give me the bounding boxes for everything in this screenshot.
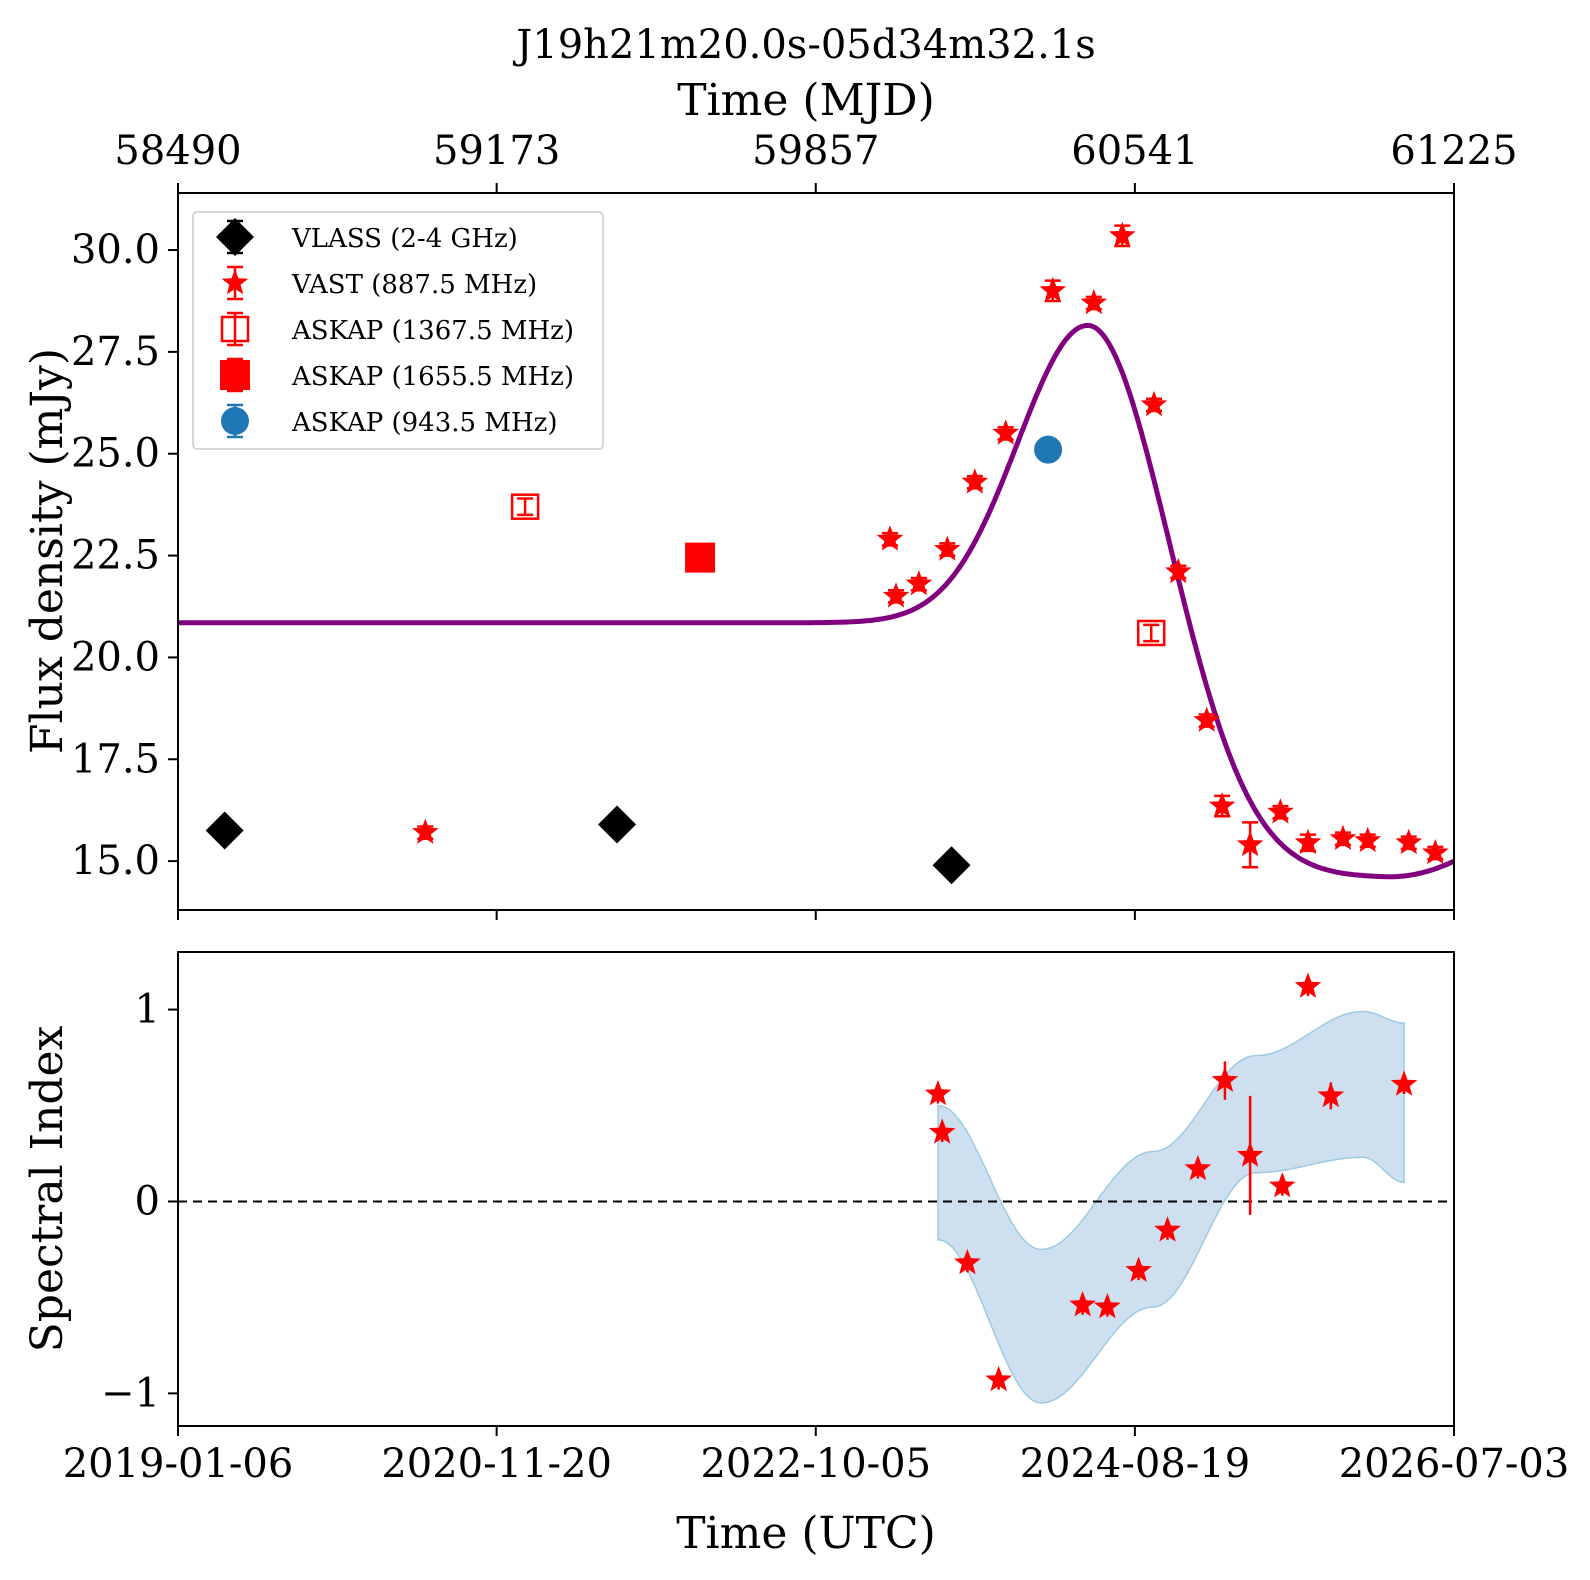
index-point-9 (1211, 1066, 1239, 1092)
flux-tick-label: 22.5 (71, 533, 160, 579)
flux-point-square-open-2-1 (1136, 619, 1166, 647)
legend: VLASS (2-4 GHz) VAST (887.5 MHz) ASKAP (… (192, 211, 604, 450)
flux-point-diamond-0-1 (598, 805, 637, 844)
legend-marker-3 (220, 360, 250, 390)
index-point-1 (928, 1118, 956, 1144)
flux-point-star-1-16 (1294, 828, 1322, 855)
flux-point-star-1-15 (1267, 798, 1294, 824)
spectral-axis-title: Spectral Index (22, 1025, 73, 1352)
index-point-10 (1236, 1141, 1264, 1167)
index-point-12 (1294, 972, 1322, 998)
index-point-14 (1390, 1070, 1418, 1096)
flux-point-star-1-6 (992, 419, 1019, 445)
flux-point-star-1-4 (934, 535, 961, 561)
flux-point-star-1-0 (412, 818, 439, 844)
mjd-tick-label: 59173 (433, 128, 560, 174)
flux-point-star-1-13 (1208, 792, 1236, 818)
spectral-index-points (924, 972, 1418, 1392)
flux-point-star-1-19 (1395, 828, 1423, 855)
flux-point-star-1-7 (1039, 276, 1067, 303)
legend-label-vast: VAST (887.5 MHz) (291, 270, 537, 300)
flux-point-diamond-0-2 (932, 846, 971, 885)
flux-point-star-1-12 (1193, 706, 1220, 732)
bottom-axis-title: Time (UTC) (676, 1508, 936, 1559)
utc-tick-label: 2024-08-19 (1020, 1441, 1251, 1487)
flux-axis-title: Flux density (mJy) (22, 348, 73, 754)
legend-label-askap-1367: ASKAP (1367.5 MHz) (291, 316, 574, 346)
index-point-5 (1094, 1293, 1121, 1319)
flux-tick-label: 20.0 (71, 634, 160, 680)
mjd-tick-label: 58490 (114, 128, 241, 174)
legend-frame (192, 211, 604, 450)
flux-point-square-open-2-0 (510, 493, 540, 520)
legend-label-vlass: VLASS (2-4 GHz) (291, 224, 518, 254)
flux-point-star-1-9 (1109, 221, 1136, 248)
legend-marker-1 (221, 269, 249, 295)
mjd-tick-label: 59857 (752, 128, 879, 174)
flux-point-star-1-8 (1080, 289, 1108, 315)
flux-points (205, 221, 1449, 885)
legend-marker-4 (221, 407, 249, 435)
index-point-11 (1269, 1172, 1296, 1198)
utc-tick-label: 2026-07-03 (1339, 1441, 1570, 1487)
index-point-8 (1184, 1154, 1212, 1181)
flux-tick-label: 17.5 (71, 736, 160, 782)
index-point-13 (1317, 1081, 1345, 1108)
flux-tick-label: 27.5 (71, 329, 160, 375)
utc-tick-label: 2019-01-06 (63, 1441, 294, 1487)
utc-tick-label: 2022-10-05 (700, 1441, 931, 1487)
flux-point-star-1-10 (1140, 390, 1168, 417)
top-axis-title: Time (MJD) (677, 75, 934, 126)
index-tick-label: 1 (135, 987, 160, 1033)
flux-point-star-1-11 (1165, 557, 1192, 584)
flux-tick-label: 15.0 (71, 838, 160, 884)
flux-point-star-1-17 (1329, 824, 1357, 850)
spectral-index-panel: 2019-01-06 2020-11-20 2022-10-05 2024-08-19… (22, 951, 1570, 1487)
legend-label-askap-1655: ASKAP (1655.5 MHz) (291, 362, 574, 392)
flux-point-star-1-14 (1236, 830, 1264, 857)
mjd-tick-label: 60541 (1071, 128, 1198, 174)
flux-point-star-1-18 (1354, 826, 1381, 853)
index-point-6 (1125, 1256, 1152, 1282)
spectral-panel-frame (177, 951, 1455, 1427)
utc-tick-label: 2020-11-20 (381, 1441, 612, 1487)
index-point-3 (985, 1365, 1012, 1392)
index-point-0 (924, 1080, 952, 1106)
index-tick-label: −1 (101, 1370, 160, 1416)
model-curve (178, 322, 1456, 880)
index-point-4 (1069, 1291, 1096, 1317)
chart-title: J19h21m20.0s-05d34m32.1s (512, 22, 1096, 68)
flux-tick-label: 30.0 (71, 227, 160, 273)
flux-tick-label: 25.0 (71, 431, 160, 477)
index-point-7 (1154, 1216, 1181, 1242)
mjd-tick-label: 61225 (1390, 128, 1517, 174)
flux-point-star-1-20 (1422, 839, 1449, 865)
index-point-2 (954, 1248, 981, 1275)
legend-marker-2 (220, 315, 250, 343)
flux-point-star-1-5 (961, 468, 989, 494)
index-tick-label: 0 (135, 1178, 160, 1224)
legend-label-askap-943: ASKAP (943.5 MHz) (291, 408, 557, 438)
legend-marker-0 (216, 218, 254, 256)
flux-point-diamond-0-0 (205, 811, 244, 850)
flux-point-circle-4-0 (1034, 435, 1063, 464)
confidence-band (937, 1010, 1405, 1404)
flux-panel: 58490 59173 59857 60541 61225 15.0 17.5 20.0 22… (22, 128, 1518, 920)
flux-point-square-3-0 (685, 542, 716, 573)
flux-point-star-1-1 (876, 525, 904, 551)
flux-point-star-1-2 (882, 582, 910, 608)
flux-point-star-1-3 (905, 570, 933, 596)
